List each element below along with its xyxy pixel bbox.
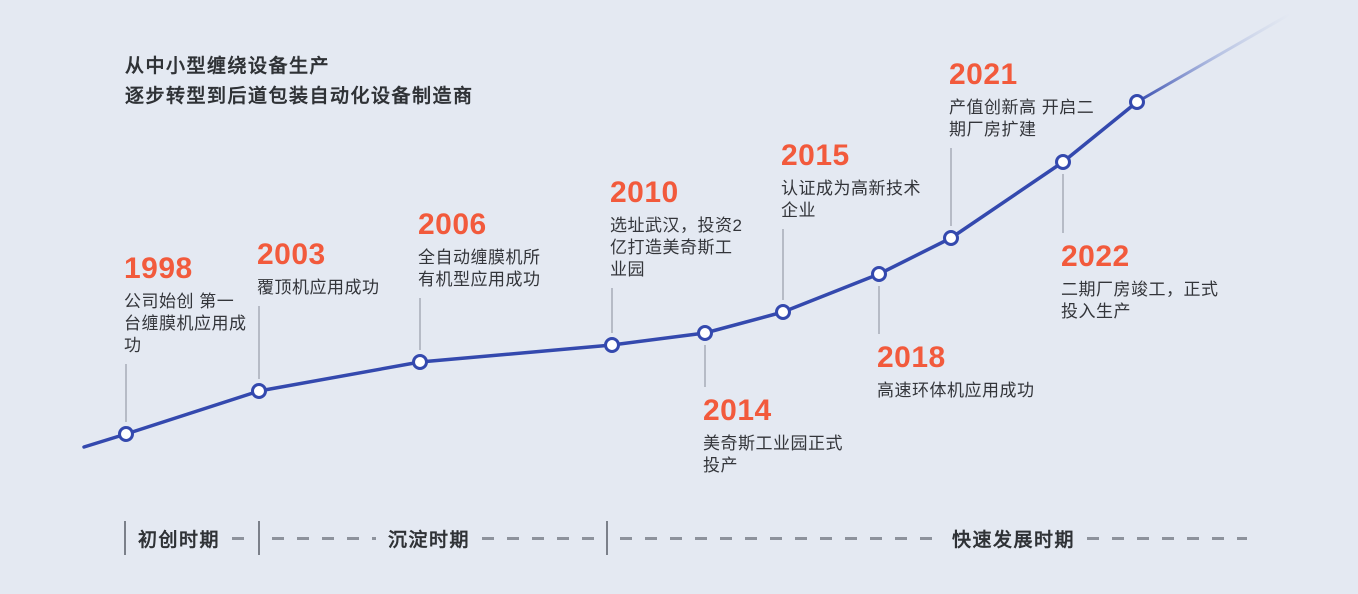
- milestone-2015: 2015 认证成为高新技术企业: [781, 139, 931, 222]
- milestone-connector: [258, 306, 260, 379]
- milestone-marker: [1055, 154, 1071, 170]
- milestone-2010: 2010 选址武汉，投资2亿打造美奇斯工业园: [610, 176, 743, 281]
- milestone-marker: [251, 383, 267, 399]
- phase-label: 沉淀时期: [388, 529, 471, 551]
- milestone-marker: [943, 230, 959, 246]
- milestone-marker: [412, 354, 428, 370]
- phase-label: 初创时期: [138, 529, 221, 551]
- milestone-text: 选址武汉，投资2亿打造美奇斯工业园: [610, 216, 743, 279]
- phase-dashes: [620, 536, 941, 540]
- year-label: 2010: [610, 176, 679, 209]
- milestone-2018: 2018 高速环体机应用成功: [877, 341, 1052, 402]
- milestone-connector: [1062, 174, 1064, 233]
- milestone-connector: [419, 298, 421, 350]
- phase-bar: 初创时期 沉淀时期 快速发展时期: [124, 520, 1248, 556]
- milestone-2014: 2014 美奇斯工业园正式投产: [703, 394, 853, 477]
- phase-dashes: [482, 536, 595, 540]
- milestone-text: 全自动缠膜机所有机型应用成功: [418, 248, 541, 289]
- phase-tick: [124, 521, 126, 555]
- year-label: 2015: [781, 139, 850, 172]
- year-label: 1998: [124, 252, 193, 285]
- phase-dashes: [1087, 536, 1248, 540]
- phase-tick: [606, 521, 609, 555]
- page-title: 从中小型缠绕设备生产 逐步转型到后道包装自动化设备制造商: [125, 52, 474, 112]
- milestone-marker: [871, 266, 887, 282]
- milestone-text: 产值创新高 开启二期厂房扩建: [949, 98, 1095, 139]
- milestone-text: 高速环体机应用成功: [877, 381, 1035, 400]
- milestone-marker: [1129, 94, 1145, 110]
- milestone-connector: [611, 288, 613, 333]
- milestone-text: 覆顶机应用成功: [257, 278, 380, 297]
- milestone-marker: [604, 337, 620, 353]
- year-label: 2021: [949, 58, 1018, 91]
- phase-dashes: [232, 536, 247, 540]
- milestone-marker: [697, 325, 713, 341]
- milestone-text: 认证成为高新技术企业: [781, 179, 921, 220]
- milestone-2022: 2022 二期厂房竣工，正式投入生产: [1061, 240, 1231, 323]
- milestone-text: 公司始创 第一台缠膜机应用成功: [124, 292, 247, 355]
- milestone-2021: 2021 产值创新高 开启二期厂房扩建: [949, 58, 1109, 141]
- milestone-connector: [704, 345, 706, 387]
- growth-curve-fade: [1136, 12, 1291, 104]
- milestone-marker: [775, 304, 791, 320]
- milestone-connector: [125, 364, 127, 422]
- milestone-text: 二期厂房竣工，正式投入生产: [1061, 280, 1219, 321]
- year-label: 2018: [877, 341, 946, 374]
- milestone-text: 美奇斯工业园正式投产: [703, 434, 843, 475]
- milestone-2003: 2003 覆顶机应用成功: [257, 238, 417, 299]
- year-label: 2022: [1061, 240, 1130, 273]
- year-label: 2014: [703, 394, 772, 427]
- year-label: 2003: [257, 238, 326, 271]
- phase-tick: [258, 521, 261, 555]
- milestone-2006: 2006 全自动缠膜机所有机型应用成功: [418, 208, 548, 291]
- phase-label: 快速发展时期: [952, 529, 1076, 551]
- milestone-connector: [782, 229, 784, 300]
- phase-dashes: [272, 536, 377, 540]
- milestone-1998: 1998 公司始创 第一台缠膜机应用成功: [124, 252, 250, 357]
- page-title-line2: 逐步转型到后道包装自动化设备制造商: [125, 86, 474, 107]
- year-label: 2006: [418, 208, 487, 241]
- milestone-marker: [118, 426, 134, 442]
- milestone-connector: [878, 286, 880, 334]
- page-title-line1: 从中小型缠绕设备生产: [125, 56, 331, 77]
- milestone-connector: [950, 148, 952, 226]
